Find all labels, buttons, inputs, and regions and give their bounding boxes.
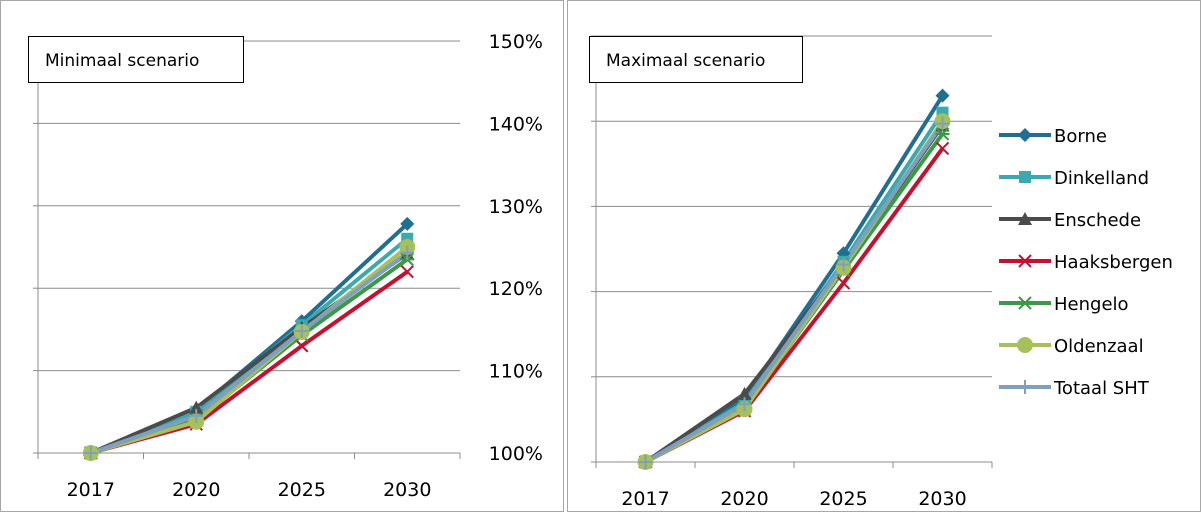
series-line-haaksbergen <box>90 270 409 455</box>
data-point-haaksbergen <box>836 276 851 290</box>
x-tick-label: 2017 <box>67 479 115 501</box>
left-chart-title: Minimaal scenario <box>45 51 199 71</box>
chart-maximaal: 2017 2020 2025 2030 <box>591 35 993 510</box>
legend-label: Borne <box>1054 126 1107 147</box>
series-line-dinkelland <box>90 237 409 455</box>
legend-label: Hengelo <box>1054 294 1129 315</box>
legend-label: Dinkelland <box>1054 168 1149 189</box>
data-point-haaksbergen <box>400 265 414 279</box>
legend-marker-oldenzaal <box>1017 337 1033 353</box>
x-tick-label: 2020 <box>720 488 768 510</box>
data-point-borne <box>836 246 851 261</box>
x-tick-label: 2020 <box>172 479 220 501</box>
right-title-box <box>589 36 803 83</box>
series-line-borne <box>644 94 945 464</box>
legend-marker-dinkelland <box>1019 171 1031 183</box>
data-point-totaal-sht <box>400 245 415 260</box>
legend-label: Enschede <box>1054 210 1141 231</box>
legend: Borne Dinkelland Enschede Haaksbergen Hengel… <box>999 126 1173 399</box>
data-point-totaal-sht <box>294 324 309 339</box>
legend-marker-haaksbergen <box>1018 254 1032 268</box>
legend-marker-enschede <box>1018 212 1032 225</box>
left-title-box <box>28 36 244 83</box>
series-line-totaal-sht <box>644 122 945 464</box>
data-point-totaal-sht <box>935 116 950 131</box>
data-point-enschede <box>189 400 204 414</box>
data-point-hengelo <box>935 127 950 141</box>
x-tick-label: 2025 <box>278 479 326 501</box>
legend-marker-borne <box>1018 128 1032 142</box>
data-point-haaksbergen <box>935 141 950 156</box>
x-tick-label: 2017 <box>621 488 669 510</box>
y-tick-label: 100% <box>489 443 543 465</box>
y-tick-label: 130% <box>489 196 543 218</box>
data-point-haaksbergen <box>295 339 309 353</box>
legend-label: Totaal SHT <box>1053 378 1150 399</box>
x-tick-label: 2025 <box>819 488 867 510</box>
series-line-totaal-sht <box>90 251 409 455</box>
data-point-totaal-sht <box>737 397 752 412</box>
data-point-totaal-sht <box>83 446 98 460</box>
data-point-borne <box>400 216 415 231</box>
legend-marker-totaal-sht <box>1018 380 1032 394</box>
y-tick-label: 120% <box>489 278 543 300</box>
right-chart-title: Maximaal scenario <box>606 51 765 71</box>
x-tick-label: 2030 <box>918 488 966 510</box>
x-tick-label: 2030 <box>383 479 431 501</box>
y-tick-label: 150% <box>489 31 543 53</box>
data-point-borne <box>935 88 950 103</box>
legend-label: Haaksbergen <box>1054 252 1173 273</box>
data-point-totaal-sht <box>836 257 851 272</box>
chart-minimaal: 2017 2020 2025 2030 100% 110% 120% 130% 140% 150% <box>33 31 543 501</box>
data-point-totaal-sht <box>189 408 204 423</box>
series-line-enschede <box>644 124 945 464</box>
series-line-borne <box>89 222 409 455</box>
y-tick-label: 140% <box>489 113 543 135</box>
data-point-enschede <box>737 386 752 400</box>
data-point-totaal-sht <box>638 455 653 469</box>
y-tick-label: 110% <box>489 361 543 383</box>
legend-marker-hengelo <box>1018 296 1032 310</box>
legend-label: Oldenzaal <box>1054 336 1144 357</box>
